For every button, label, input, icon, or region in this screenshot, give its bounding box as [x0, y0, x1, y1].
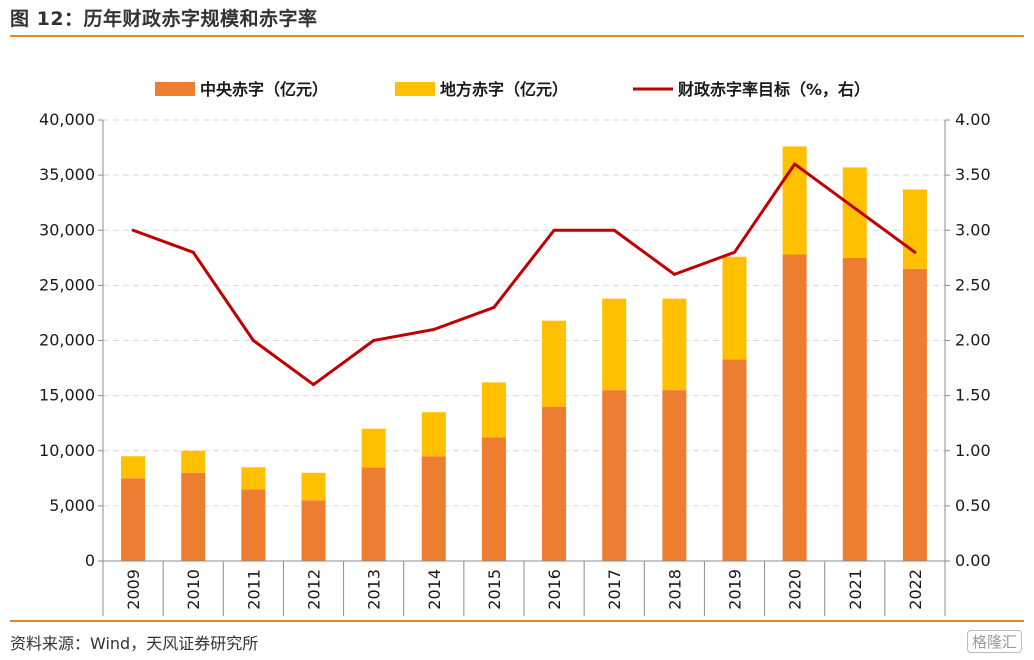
deficit-ratio-point: [733, 250, 736, 254]
right-axis-tick-label: 0.00: [955, 551, 991, 570]
right-axis-tick-label: 2.50: [955, 275, 991, 294]
left-axis-tick-label: 35,000: [39, 165, 95, 184]
central-deficit-bar: [722, 359, 747, 561]
x-axis-tick-label: 2022: [906, 569, 925, 610]
x-axis-tick-label: 2010: [184, 569, 203, 610]
legend-label-ratio: 财政赤字率目标（%，右）: [677, 80, 870, 99]
deficit-ratio-point: [552, 228, 556, 232]
central-deficit-bar: [842, 257, 867, 561]
axes: 0 5,000 10,000 15,000 20,000 25,000 30,000 35,0…: [39, 110, 991, 616]
x-axis-tick-label: 2011: [244, 569, 263, 610]
x-axis-tick-label: 2012: [305, 569, 324, 610]
central-deficit-bar: [421, 456, 446, 561]
watermark-logo: 格隆汇: [966, 630, 1022, 653]
local-deficit-bar: [121, 456, 146, 479]
left-axis-tick-label: 5,000: [49, 496, 95, 515]
legend-swatch-central: [155, 82, 195, 96]
gridlines: [103, 119, 945, 507]
line-series: [131, 162, 917, 387]
right-axis-tick-label: 2.00: [955, 331, 991, 350]
right-axis-tick-label: 0.50: [955, 496, 991, 515]
local-deficit-bar: [301, 472, 326, 501]
chart-canvas: 0 5,000 10,000 15,000 20,000 25,000 30,000 35,0…: [39, 80, 991, 616]
x-axis-tick-label: 2019: [726, 569, 745, 610]
deficit-ratio-line: [132, 162, 916, 387]
x-axis-tick-label: 2014: [425, 569, 444, 610]
local-deficit-bar: [241, 467, 266, 490]
chart-title: 图 12：历年财政赤字规模和赤字率: [10, 8, 318, 30]
local-deficit-bar: [662, 298, 687, 391]
deficit-ratio-point: [793, 162, 797, 166]
deficit-ratio-point: [853, 206, 857, 210]
x-axis-tick-label: 2016: [545, 569, 564, 610]
left-axis-tick-label: 0: [85, 551, 95, 570]
local-deficit-bar: [602, 298, 627, 391]
local-deficit-bar: [181, 450, 206, 473]
local-deficit-bar: [542, 320, 567, 407]
deficit-ratio-point: [492, 305, 496, 309]
deficit-ratio-point: [372, 339, 376, 342]
central-deficit-bar: [662, 390, 687, 561]
central-deficit-bar: [902, 268, 927, 561]
local-deficit-bar: [722, 256, 747, 360]
central-deficit-bar: [542, 406, 567, 561]
title-divider: [10, 35, 1024, 37]
deficit-ratio-point: [432, 327, 436, 331]
left-axis-tick-label: 30,000: [39, 220, 95, 239]
x-axis-tick-label: 2018: [665, 569, 684, 610]
central-deficit-bar: [181, 472, 206, 561]
x-axis-tick-label: 2020: [786, 569, 805, 610]
source-divider: [10, 620, 1024, 622]
deficit-ratio-point: [131, 228, 135, 232]
deficit-ratio-point: [312, 383, 315, 387]
deficit-ratio-point: [913, 250, 917, 254]
central-deficit-bar: [121, 478, 146, 561]
right-axis-tick-label: 1.00: [955, 441, 991, 460]
right-axis-tick-label: 3.00: [955, 220, 991, 239]
deficit-ratio-point: [251, 339, 255, 342]
x-axis-tick-label: 2013: [365, 569, 384, 610]
deficit-ratio-point: [191, 250, 195, 254]
local-deficit-bar: [902, 189, 927, 269]
left-axis-tick-label: 15,000: [39, 386, 95, 405]
left-axis-tick-label: 40,000: [39, 110, 95, 129]
deficit-ratio-point: [612, 228, 616, 232]
left-axis-tick-label: 20,000: [39, 331, 95, 350]
right-axis-tick-label: 4.00: [955, 110, 991, 129]
local-deficit-bar: [481, 382, 506, 438]
left-axis-tick-label: 10,000: [39, 441, 95, 460]
left-axis-tick-label: 25,000: [39, 275, 95, 294]
central-deficit-bar: [782, 254, 807, 561]
legend-swatch-local: [395, 82, 435, 96]
central-deficit-bar: [481, 437, 506, 561]
local-deficit-bar: [421, 412, 446, 457]
bar-series: [121, 146, 927, 561]
x-axis-tick-label: 2015: [485, 569, 504, 610]
legend-label-local: 地方赤字（亿元）: [440, 80, 568, 99]
legend: 中央赤字（亿元） 地方赤字（亿元） 财政赤字率目标（%，右）: [155, 80, 870, 99]
x-axis-tick-label: 2009: [124, 569, 143, 610]
central-deficit-bar: [301, 500, 326, 561]
legend-label-central: 中央赤字（亿元）: [200, 80, 328, 99]
x-axis-tick-label: 2021: [846, 569, 865, 610]
local-deficit-bar: [361, 428, 386, 468]
x-axis-tick-label: 2017: [605, 569, 624, 610]
central-deficit-bar: [361, 467, 386, 561]
central-deficit-bar: [602, 390, 627, 561]
source-note: 资料来源：Wind，天风证券研究所: [10, 634, 259, 653]
right-axis-tick-label: 3.50: [955, 165, 991, 184]
central-deficit-bar: [241, 489, 266, 561]
right-axis-tick-label: 1.50: [955, 386, 991, 405]
deficit-ratio-point: [672, 272, 676, 276]
